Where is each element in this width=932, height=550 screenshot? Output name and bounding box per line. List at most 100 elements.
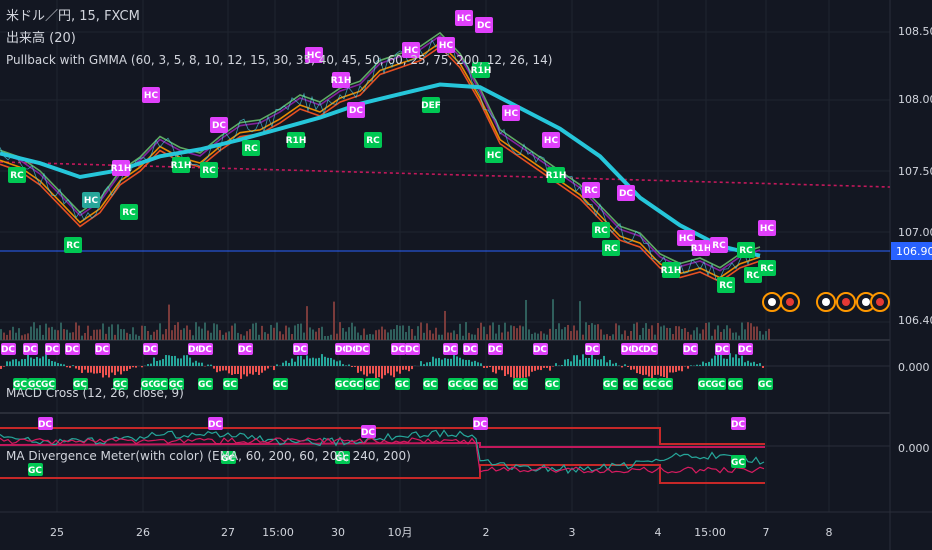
price-signal-text: HC	[487, 151, 502, 161]
macd-bar	[495, 366, 497, 374]
macd-bar	[12, 359, 14, 366]
div-signal-badge	[731, 455, 746, 468]
price-signal-badge	[485, 147, 503, 163]
macd-bar	[528, 366, 530, 377]
price-signal-text: HC	[439, 41, 454, 51]
macd-bar	[621, 366, 623, 368]
macd-bar	[312, 357, 314, 366]
volume-bar	[162, 334, 164, 340]
macd-bar	[261, 366, 263, 373]
volume-bar	[663, 325, 665, 340]
macd-bar	[435, 358, 437, 366]
legend-symbol[interactable]: 米ドル／円, 15, FXCM	[6, 9, 140, 24]
macd-bar	[459, 357, 461, 366]
time-axis[interactable]: 25 26 27 15:00 30 10月 2 3 4 15:00 7 8	[50, 526, 833, 539]
macd-dc-text: DC	[345, 345, 359, 355]
volume-bar	[249, 329, 251, 340]
macd-bar	[285, 360, 287, 366]
price-signal-badge	[455, 10, 473, 26]
divergence-axis[interactable]: 0.000	[898, 442, 930, 455]
price-axis[interactable]: 108.500 108.000 107.500 107.000 106.901 …	[891, 25, 932, 327]
volume-bar	[66, 329, 68, 340]
volume-bar	[96, 329, 98, 340]
macd-dc-badge	[488, 343, 503, 355]
macd-bar	[162, 358, 164, 366]
volume-bar	[168, 304, 170, 340]
legend-gmma[interactable]: Pullback with GMMA (60, 3, 5, 8, 10, 12,…	[6, 53, 552, 67]
div-signal-text: GC	[731, 458, 745, 468]
divergence-zero-tick: 0.000	[898, 442, 930, 455]
volume-bar	[285, 325, 287, 340]
price-signal-text: HC	[144, 91, 159, 101]
macd-bar	[330, 358, 332, 366]
macd-bar	[174, 355, 176, 366]
macd-bar	[213, 366, 215, 369]
macd-dc-badge	[533, 343, 548, 355]
volume-bar	[375, 330, 377, 340]
macd-bar	[30, 357, 32, 366]
macd-bar	[351, 366, 353, 368]
macd-zero-tick: 0.000	[898, 361, 930, 374]
volume-bar	[444, 310, 446, 340]
price-tick-4: 107.000	[898, 226, 932, 239]
price-signal-text: R1H	[111, 164, 132, 174]
macd-bar	[333, 359, 335, 366]
macd-bar	[504, 366, 506, 377]
volume-bar	[657, 322, 659, 340]
macd-bar	[456, 356, 458, 366]
volume-bar	[237, 332, 239, 340]
volume-bar	[741, 322, 743, 340]
macd-dc-badge	[293, 343, 308, 355]
macd-gc-badge	[728, 378, 743, 390]
price-signal-text: HC	[679, 234, 694, 244]
price-signal-text: R1H	[331, 76, 352, 86]
macd-axis[interactable]: 0.000	[898, 361, 930, 374]
volume-bar	[291, 334, 293, 340]
macd-bar	[249, 366, 251, 374]
macd-dc-text: DC	[198, 345, 212, 355]
macd-bar	[729, 353, 731, 366]
macd-bar	[681, 366, 683, 372]
event-marker-dot	[842, 298, 850, 306]
event-markers[interactable]	[762, 292, 890, 312]
macd-bar	[291, 358, 293, 366]
macd-bar	[9, 361, 11, 366]
macd-gc-text: GC	[483, 380, 497, 390]
macd-gc-badge	[349, 378, 364, 390]
volume-bar	[18, 328, 20, 340]
macd-bar	[336, 361, 338, 366]
macd-bar	[129, 366, 131, 369]
macd-bar	[750, 362, 752, 366]
macd-gc-badge	[658, 378, 673, 390]
legend-divergence[interactable]: MA Divergence Meter(with color) (EMA, 60…	[6, 449, 411, 463]
volume-bar	[426, 323, 428, 340]
legend-volume[interactable]: 出来高 (20)	[6, 30, 76, 46]
legend-macd[interactable]: MACD Cross (12, 26, close, 9)	[6, 386, 184, 400]
volume-bar	[294, 325, 296, 340]
macd-bar	[42, 356, 44, 366]
macd-bar	[696, 364, 698, 366]
price-signal-text: HC	[404, 46, 419, 56]
legends: 米ドル／円, 15, FXCM 出来高 (20) Pullback with G…	[6, 9, 552, 463]
volume-bar	[606, 334, 608, 340]
volume-bar	[519, 325, 521, 340]
macd-bar	[762, 366, 764, 368]
volume-bar	[636, 322, 638, 340]
price-signal-badge	[210, 117, 228, 133]
macd-gc-text: GC	[423, 380, 437, 390]
volume-bar	[540, 331, 542, 340]
macd-gc-text: GC	[643, 380, 657, 390]
volume-bar	[12, 326, 14, 340]
macd-bar	[687, 366, 689, 369]
macd-bar	[51, 361, 53, 366]
macd-bar	[201, 362, 203, 366]
volume-bar	[579, 301, 581, 340]
volume-bar	[432, 333, 434, 340]
macd-dc-badge	[45, 343, 60, 355]
price-signal-badge	[347, 102, 365, 118]
macd-gc-badge	[365, 378, 380, 390]
macd-gc-badge	[73, 378, 88, 390]
